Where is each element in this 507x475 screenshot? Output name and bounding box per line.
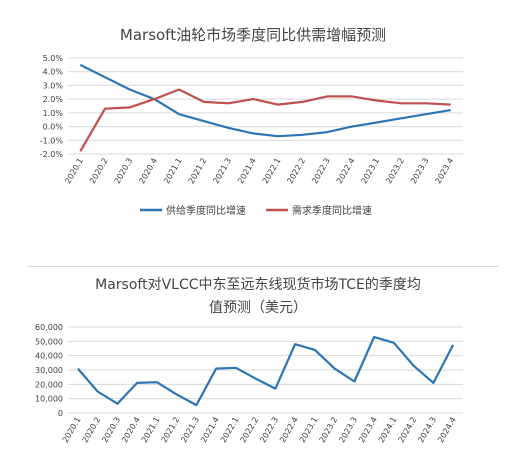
x-tick-label: 2021.4 <box>236 157 258 186</box>
x-tick-label: 2022.1 <box>261 157 283 186</box>
chart-divider <box>28 266 498 267</box>
y-tick-label: 20,000 <box>35 380 63 389</box>
y-tick-label: 0.0% <box>43 123 64 132</box>
x-tick-label: 2021.3 <box>211 157 233 186</box>
x-tick-label: 2022.3 <box>310 157 332 186</box>
chart2-title-line2: 值预测（美元） <box>209 300 307 316</box>
y-tick-label: -2.0% <box>40 150 64 159</box>
y-tick-label: 2.0% <box>43 95 64 104</box>
legend-label-2: 需求季度同比增速 <box>292 204 372 217</box>
y-tick-label: -1.0% <box>40 136 64 145</box>
x-tick-label: 2020.4 <box>137 157 159 186</box>
x-tick-label: 2022.4 <box>335 157 357 186</box>
x-tick-label: 2020.2 <box>88 157 110 186</box>
x-tick-label: 2023.1 <box>360 157 382 186</box>
y-tick-label: 1.0% <box>43 109 64 118</box>
y-tick-label: 10,000 <box>35 395 63 404</box>
y-tick-label: 0 <box>58 409 63 418</box>
y-tick-label: 3.0% <box>43 81 64 90</box>
x-tick-label: 2021.2 <box>187 157 209 186</box>
x-tick-label: 2023.4 <box>434 157 456 186</box>
y-tick-label: 60,000 <box>35 323 63 332</box>
x-tick-label: 2021.1 <box>162 157 184 186</box>
series-line-1 <box>77 335 455 407</box>
chart1-title: Marsoft油轮市场季度同比供需增幅预测 <box>120 26 386 44</box>
chart2-title-line1: Marsoft对VLCC中东至远东线现货市场TCE的季度均 <box>95 276 421 293</box>
x-tick-label: 2020.1 <box>63 157 85 186</box>
x-tick-label: 2024.4 <box>436 416 458 445</box>
x-tick-label: 2023.3 <box>409 157 431 186</box>
x-tick-label: 2023.2 <box>384 157 406 186</box>
y-tick-label: 50,000 <box>35 337 63 346</box>
x-tick-label: 2022.2 <box>285 157 307 186</box>
vlcc-tce-chart: Marsoft对VLCC中东至远东线现货市场TCE的季度均 值预测（美元） 60… <box>35 276 463 445</box>
supply-demand-chart: Marsoft油轮市场季度同比供需增幅预测 5.0% 4.0% 3.0% 2.0% 1.… <box>40 26 463 217</box>
series-line-2 <box>79 88 451 152</box>
y-tick-label: 40,000 <box>35 352 63 361</box>
legend-label-1: 供给季度同比增速 <box>166 204 246 217</box>
series-line-1 <box>79 63 451 138</box>
x-tick-label: 2020.3 <box>113 157 135 186</box>
y-tick-label: 4.0% <box>43 68 64 77</box>
y-tick-label: 5.0% <box>43 54 64 63</box>
y-tick-label: 30,000 <box>35 366 63 375</box>
